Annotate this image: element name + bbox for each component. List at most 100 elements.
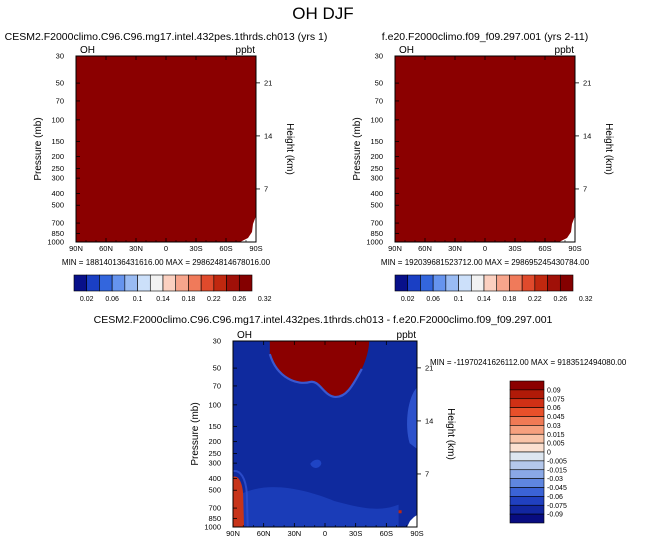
contour-upper <box>268 353 363 398</box>
y-tick-label: 50 <box>375 79 383 88</box>
x-tick-label: 30N <box>448 244 462 253</box>
colorbar-swatch <box>509 407 545 417</box>
y-tick-label: 30 <box>56 52 64 61</box>
chart-title: CESM2.F2000climo.C96.C96.mg17.intel.432p… <box>94 314 553 326</box>
colorbar-swatch <box>509 487 545 497</box>
colorbar-label: 0.02 <box>401 296 415 303</box>
x-tick-label: 30N <box>287 529 301 538</box>
y2-tick-label: 7 <box>583 184 587 193</box>
colorbar-label: 0.18 <box>503 296 517 303</box>
x-tick-label: 90S <box>410 529 423 538</box>
y-tick-label: 200 <box>51 152 64 161</box>
x-tick-label: 90N <box>69 244 83 253</box>
x-tick-label: 90N <box>388 244 402 253</box>
colorbar-swatch <box>124 274 138 292</box>
y-tick-label: 100 <box>51 115 64 124</box>
x-tick-label: 60S <box>380 529 393 538</box>
variable-label: OH <box>80 45 95 56</box>
y-tick-label: 1000 <box>204 523 221 532</box>
x-tick-label: 0 <box>164 244 168 253</box>
colorbar-swatch <box>509 416 545 426</box>
colorbar-swatch <box>496 274 510 292</box>
y-tick-label: 50 <box>56 79 64 88</box>
colorbar-label: 0.32 <box>579 296 593 303</box>
colorbar-label: 0.26 <box>232 296 246 303</box>
colorbar-swatch <box>509 380 545 391</box>
y-tick-label: 250 <box>370 164 383 173</box>
colorbar-swatch <box>509 433 545 444</box>
y-tick-label: 200 <box>370 152 383 161</box>
variable-label: OH <box>237 330 252 341</box>
x-tick-label: 30S <box>508 244 521 253</box>
colorbar-swatch <box>111 274 126 292</box>
colorbar-swatch <box>407 274 421 292</box>
colorbar-swatch <box>509 478 545 488</box>
contour-lower-band <box>242 487 399 527</box>
y-tick-label: 300 <box>208 459 221 468</box>
colorbar-swatch <box>521 274 536 292</box>
y2-tick-label: 21 <box>583 78 591 87</box>
colorbar-label: 0.22 <box>207 296 221 303</box>
field-layer <box>233 341 417 527</box>
min-max-stats: MIN = 192039681523712.00 MAX = 298695245… <box>381 258 590 267</box>
colorbar-label: 0.03 <box>547 423 561 430</box>
x-tick-label: 60N <box>99 244 113 253</box>
y-tick-label: 50 <box>213 364 221 373</box>
min-max-stats: MIN = 188140136431616.00 MAX = 298624814… <box>62 258 271 267</box>
colorbar-label: 0.02 <box>80 296 94 303</box>
y2-tick-label: 14 <box>583 131 591 140</box>
field-fill-oh <box>76 56 256 242</box>
colorbar-swatch <box>509 496 545 506</box>
colorbar-label: -0.005 <box>547 458 567 465</box>
y-tick-label: 100 <box>370 115 383 124</box>
colorbar-swatch <box>213 274 227 292</box>
units-label: ppbt <box>236 45 256 56</box>
colorbar-swatch <box>73 274 88 292</box>
colorbar-label: 0.1 <box>454 296 464 303</box>
y-tick-label: 700 <box>370 219 383 228</box>
colorbar-swatch <box>534 274 548 292</box>
colorbar-label: 0.26 <box>553 296 567 303</box>
y-tick-label: 700 <box>51 219 64 228</box>
colorbar-label: -0.09 <box>547 512 563 519</box>
y2-tick-label: 7 <box>264 184 268 193</box>
colorbar-label: 0.14 <box>156 296 170 303</box>
colorbar-label: 0.06 <box>105 296 119 303</box>
y-tick-label: 70 <box>375 96 383 105</box>
y2-tick-label: 14 <box>264 131 272 140</box>
y-tick-label: 300 <box>51 174 64 183</box>
colorbar-swatch <box>509 442 545 453</box>
y-tick-label: 850 <box>370 229 383 238</box>
y-tick-label: 250 <box>51 164 64 173</box>
y-tick-label: 400 <box>51 189 64 198</box>
chart-panel-1: CESM2.F2000climo.C96.C96.mg17.intel.432p… <box>5 31 328 303</box>
x-tick-label: 90N <box>226 529 240 538</box>
colorbar-swatch <box>470 274 485 292</box>
colorbar-swatch <box>483 274 498 292</box>
colorbar-label: 0.14 <box>477 296 491 303</box>
chart-panel-3: CESM2.F2000climo.C96.C96.mg17.intel.432p… <box>94 314 627 538</box>
units-label: ppbt <box>555 45 575 56</box>
chart-title: CESM2.F2000climo.C96.C96.mg17.intel.432p… <box>5 31 328 43</box>
contour-right <box>407 387 417 449</box>
units-label: ppbt <box>397 330 417 341</box>
contour-small-cell <box>310 459 322 468</box>
x-tick-label: 0 <box>323 529 327 538</box>
y2-tick-label: 21 <box>264 78 272 87</box>
variable-label: OH <box>399 45 414 56</box>
colorbar-label: -0.06 <box>547 494 563 501</box>
colorbar-swatch <box>509 398 545 408</box>
y-tick-label: 100 <box>208 400 221 409</box>
colorbar-swatch <box>458 274 472 292</box>
colorbar-swatch <box>547 274 561 292</box>
x-tick-label: 90S <box>568 244 581 253</box>
y-tick-label: 150 <box>51 137 64 146</box>
field-layer <box>76 56 256 242</box>
colorbar-swatch <box>394 274 409 292</box>
colorbar-swatch <box>509 504 545 515</box>
x-tick-label: 0 <box>483 244 487 253</box>
y-tick-label: 150 <box>370 137 383 146</box>
colorbar-label: 0.075 <box>547 396 565 403</box>
contour-left <box>233 470 249 527</box>
